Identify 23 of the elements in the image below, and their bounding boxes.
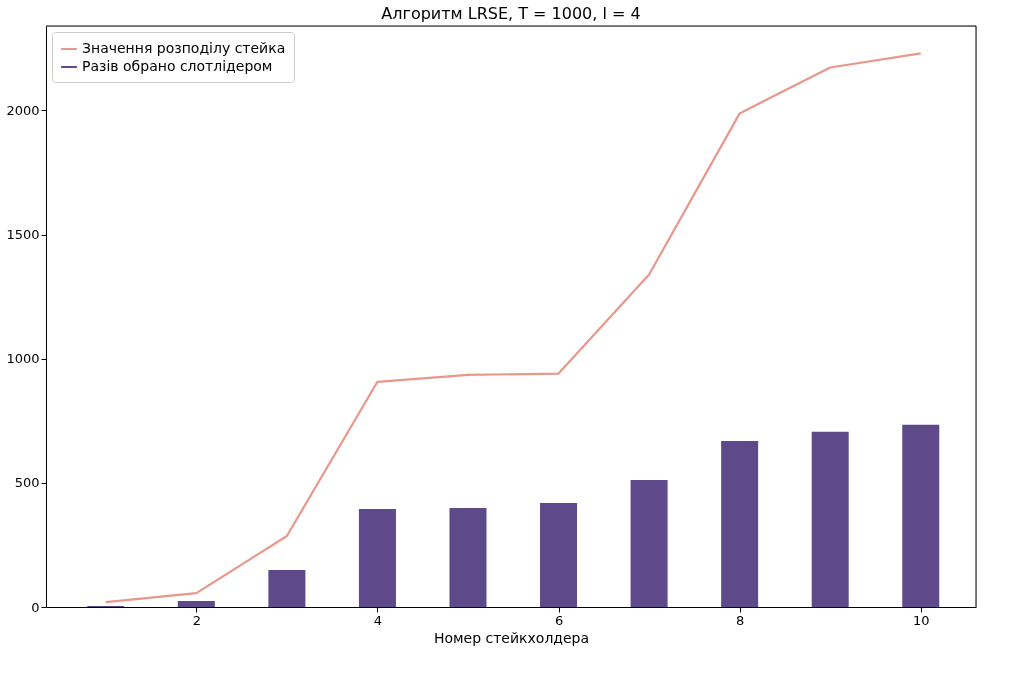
x-tick-label: 6 (554, 612, 564, 628)
bar (268, 570, 306, 607)
bar (358, 508, 396, 607)
bar (902, 424, 940, 607)
y-tick-label: 1000 (6, 351, 40, 367)
bar (721, 440, 759, 607)
x-axis-title: Номер стейкхолдера (433, 629, 590, 646)
y-tick-label: 2000 (6, 102, 40, 118)
bar (811, 431, 849, 607)
x-tick-label: 8 (736, 612, 745, 628)
legend-label: Значення розподілу стейка (82, 40, 286, 56)
y-tick-label: 500 (14, 475, 40, 491)
bar (630, 479, 668, 607)
x-tick-label: 10 (912, 612, 930, 628)
legend-label: Разів обрано слотлідером (82, 58, 273, 74)
y-tick-label: 0 (31, 599, 40, 615)
bar (177, 601, 215, 607)
x-tick-label: 2 (192, 612, 201, 628)
chart-title: Алгоритм LRSE, T = 1000, l = 4 (381, 3, 641, 23)
bar (540, 502, 578, 607)
y-tick-label: 1500 (6, 227, 40, 243)
bar (449, 507, 487, 607)
x-tick-label: 4 (373, 612, 383, 628)
